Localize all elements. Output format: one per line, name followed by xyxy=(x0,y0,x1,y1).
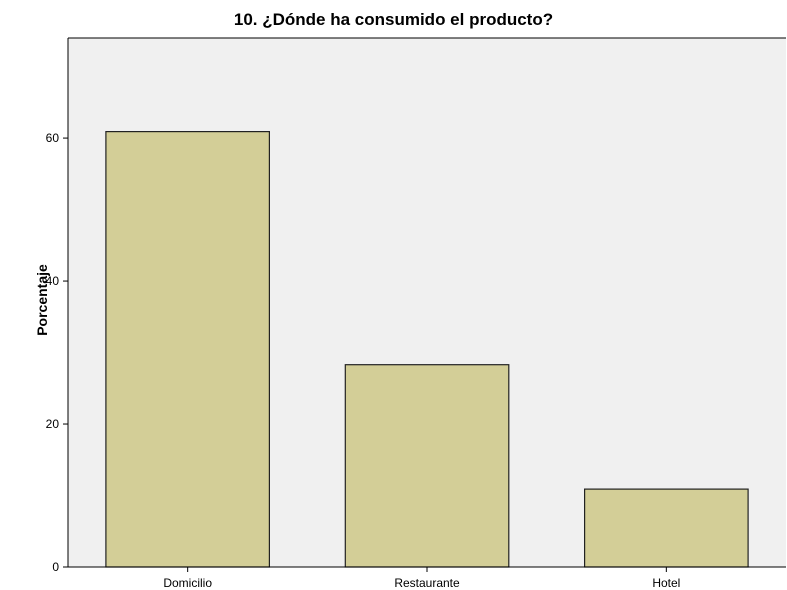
bar-hotel xyxy=(583,488,749,568)
bar-restaurante xyxy=(344,364,510,568)
x-tick-label: Restaurante xyxy=(394,576,460,590)
y-tick-label: 60 xyxy=(46,131,60,145)
bar-domicilio xyxy=(105,131,271,568)
x-tick-label: Domicilio xyxy=(163,576,212,590)
x-tick-label: Hotel xyxy=(652,576,680,590)
y-tick-label: 20 xyxy=(46,417,60,431)
y-tick-label: 0 xyxy=(52,560,59,574)
y-tick-label: 40 xyxy=(46,274,60,288)
chart-title: 10. ¿Dónde ha consumido el producto? xyxy=(233,10,554,29)
